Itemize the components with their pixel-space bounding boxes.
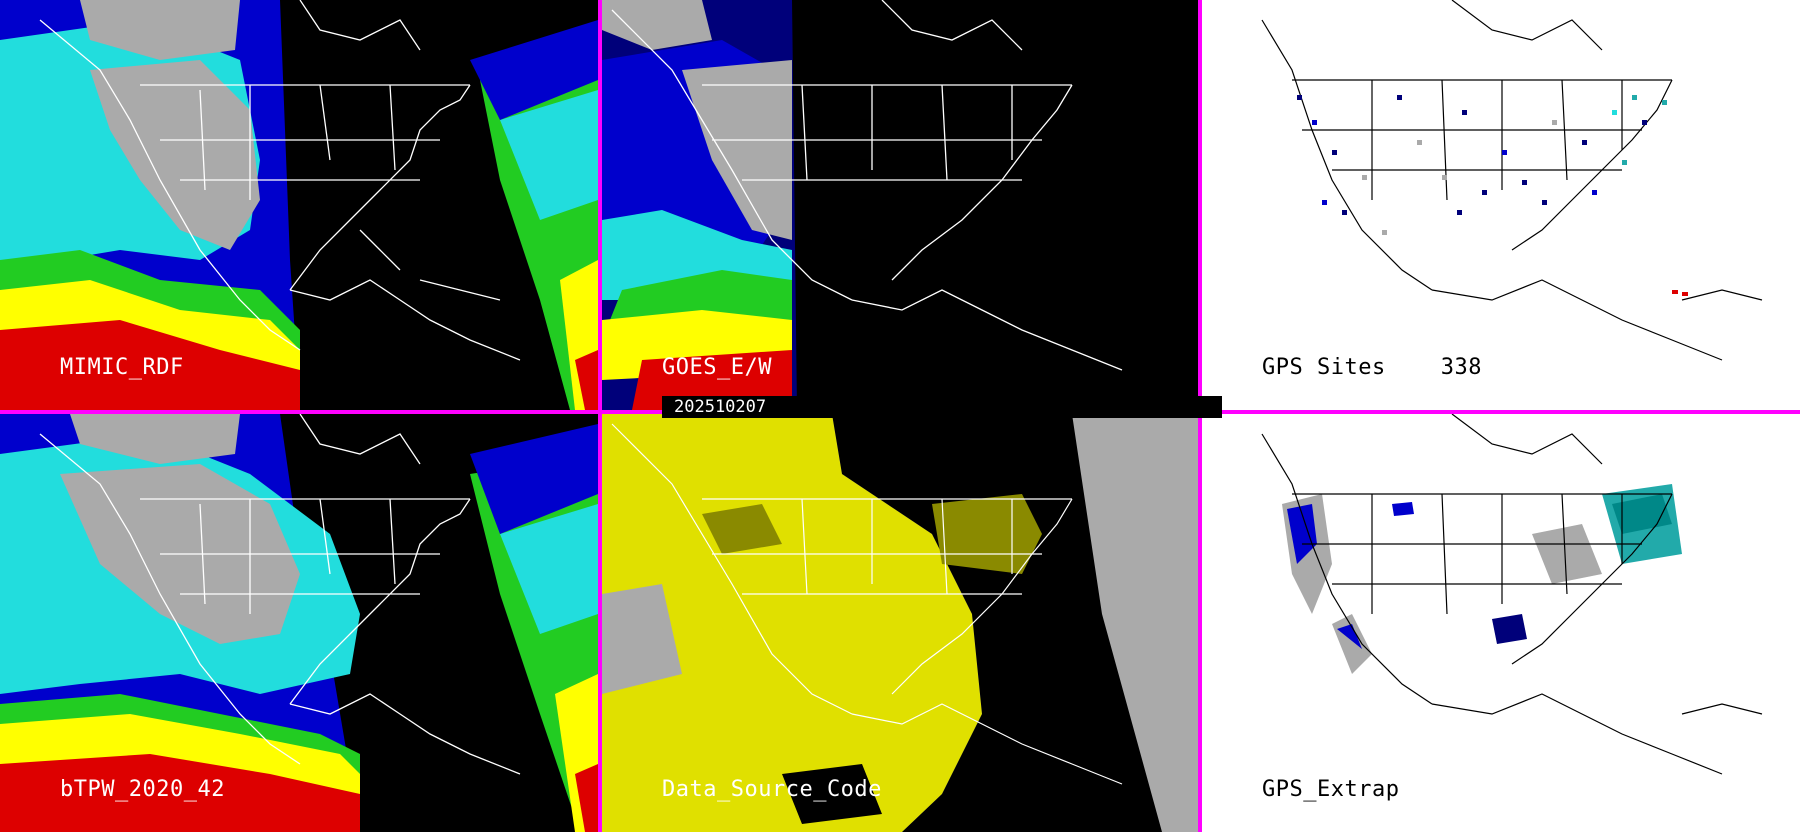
goes-ew-panel: GOES_E/W xyxy=(602,0,1198,410)
data-source-code-label: Data_Source_Code xyxy=(662,777,882,802)
gps-sites-map xyxy=(1202,0,1800,410)
mimic-rdf-map xyxy=(0,0,598,410)
btpw-label: bTPW_2020_42 xyxy=(60,777,225,802)
btpw-panel: bTPW_2020_42 xyxy=(0,414,598,832)
gps-extrap-label: GPS_Extrap xyxy=(1262,777,1400,802)
gps-sites-label-group: GPS Sites 338 xyxy=(1262,355,1482,380)
goes-ew-label: GOES_E/W xyxy=(662,355,772,380)
gps-site-markers xyxy=(1297,95,1688,296)
panel-separator-vertical-left xyxy=(598,0,602,832)
goes-ew-map xyxy=(602,0,1198,410)
gps-sites-label: GPS Sites xyxy=(1262,355,1386,380)
data-source-code-map xyxy=(602,414,1198,832)
gps-sites-count: 338 xyxy=(1440,355,1482,380)
gps-sites-panel: GPS Sites 338 xyxy=(1202,0,1800,410)
btpw-map xyxy=(0,414,598,832)
mimic-rdf-panel: MIMIC_RDF xyxy=(0,0,598,410)
gps-extrap-map xyxy=(1202,414,1800,832)
mimic-rdf-label: MIMIC_RDF xyxy=(60,355,184,380)
date-stamp: 202510207 xyxy=(662,396,1222,418)
data-source-code-panel: Data_Source_Code xyxy=(602,414,1198,832)
gps-extrap-panel: GPS_Extrap xyxy=(1202,414,1800,832)
